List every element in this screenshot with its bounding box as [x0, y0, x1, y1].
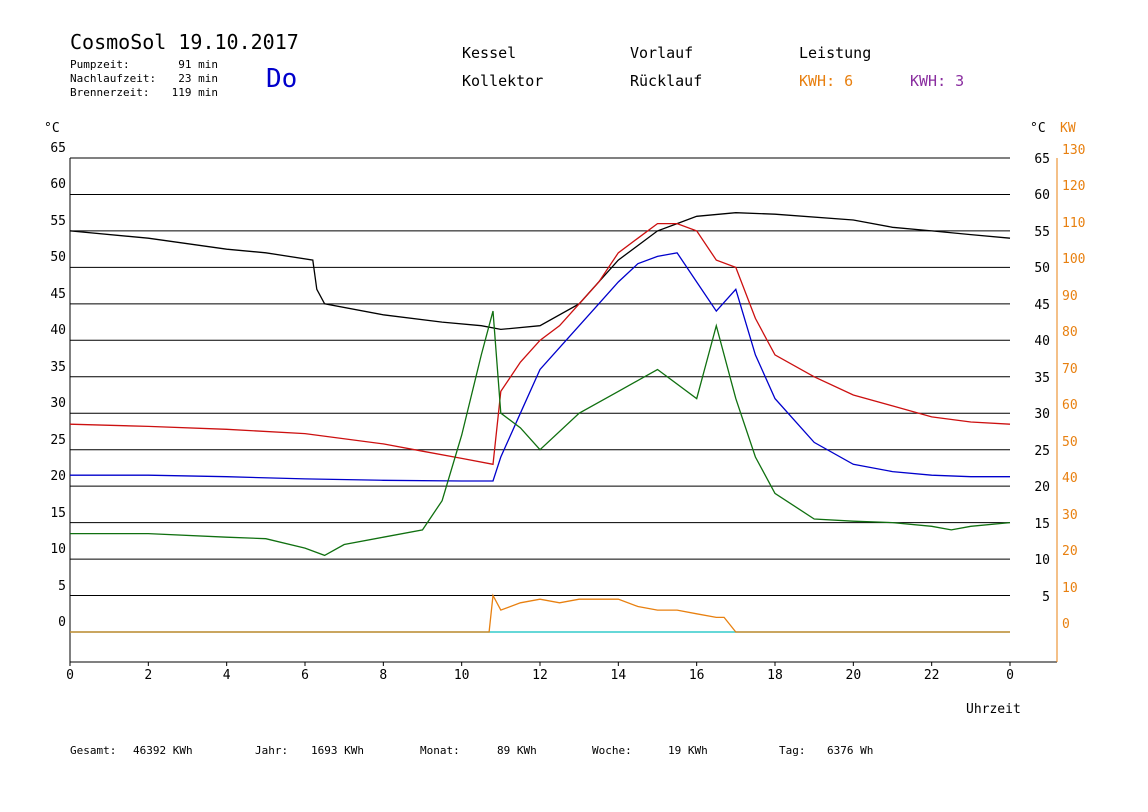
- y-right-tick-40: 40: [1034, 334, 1050, 350]
- y-right-tick-35: 35: [1034, 370, 1050, 386]
- footer-jahr-value: 1693 KWh: [311, 744, 364, 757]
- y-right-tick-60: 60: [1034, 188, 1050, 204]
- y-right-tick-55: 55: [1034, 224, 1050, 240]
- x-tick-8: 16: [688, 668, 705, 683]
- x-tick-2: 4: [222, 668, 231, 683]
- legend-ruecklauf: Rücklauf: [630, 72, 703, 90]
- y2-tick-100: 100: [1062, 252, 1086, 268]
- legend-kwh-orange: KWH: 6: [799, 72, 854, 90]
- y-right-tick-15: 15: [1034, 516, 1050, 532]
- y-right-tick-50: 50: [1034, 261, 1050, 277]
- y-right-tick-5: 5: [1042, 589, 1050, 605]
- series-line-vorlauf: [69, 222, 1011, 466]
- y-kw-unit: KW: [1060, 121, 1076, 136]
- y-left-tick-60: 60: [50, 177, 66, 193]
- nachlaufzeit-label: Nachlaufzeit:: [70, 72, 157, 85]
- y-left-tick-45: 45: [50, 286, 66, 302]
- x-tick-4: 8: [379, 668, 388, 683]
- pumpzeit-value: 91 min: [178, 58, 218, 71]
- footer-woche-label: Woche:: [592, 744, 632, 757]
- y2-tick-80: 80: [1062, 325, 1078, 341]
- series-line-kollektor: [70, 310, 1011, 557]
- y-left-tick-10: 10: [50, 542, 66, 558]
- y-right-unit: °C: [1030, 121, 1046, 136]
- y-right-tick-10: 10: [1034, 553, 1050, 569]
- footer-tag-label: Tag:: [779, 744, 806, 757]
- y-left-tick-25: 25: [50, 432, 66, 448]
- y2-tick-120: 120: [1062, 179, 1086, 195]
- footer-monat-value: 89 KWh: [497, 744, 537, 757]
- footer-woche-value: 19 KWh: [668, 744, 708, 757]
- y-right-tick-25: 25: [1034, 443, 1050, 459]
- series-line-kessel: [69, 212, 1011, 331]
- weekday-label: Do: [266, 64, 298, 94]
- y-right-tick-20: 20: [1034, 480, 1050, 496]
- legend-kollektor: Kollektor: [462, 72, 544, 90]
- y2-tick-0: 0: [1062, 617, 1070, 632]
- y-left-unit: °C: [44, 121, 60, 136]
- y2-tick-130: 130: [1062, 143, 1086, 158]
- footer-monat-label: Monat:: [420, 744, 460, 757]
- y2-tick-70: 70: [1062, 361, 1078, 377]
- y2-tick-110: 110: [1062, 215, 1086, 231]
- y-left-tick-35: 35: [50, 359, 66, 375]
- y-left-tick-0: 0: [58, 615, 66, 630]
- x-tick-10: 20: [845, 668, 862, 683]
- y2-tick-60: 60: [1062, 398, 1078, 414]
- legend-kwh-purple: KWH: 3: [910, 72, 965, 90]
- y2-tick-20: 20: [1062, 544, 1078, 560]
- y-left-tick-5: 5: [58, 578, 66, 594]
- y2-tick-10: 10: [1062, 580, 1078, 596]
- y2-tick-30: 30: [1062, 507, 1078, 523]
- y-left-tick-40: 40: [50, 323, 66, 339]
- y2-tick-40: 40: [1062, 471, 1078, 487]
- x-tick-1: 2: [144, 668, 153, 683]
- footer-jahr-label: Jahr:: [255, 744, 289, 757]
- x-tick-12: 0: [1006, 668, 1014, 683]
- y-left-tick-50: 50: [50, 250, 66, 266]
- x-tick-7: 14: [610, 668, 627, 683]
- y-right-tick-30: 30: [1034, 407, 1050, 423]
- x-tick-9: 18: [767, 668, 783, 683]
- footer-tag-value: 6376 Wh: [827, 744, 874, 757]
- x-tick-5: 10: [453, 668, 470, 683]
- series-line-leistung: [70, 593, 1010, 633]
- y-left-tick-30: 30: [50, 396, 66, 412]
- chart-title: CosmoSol 19.10.2017: [70, 30, 299, 54]
- y-right-tick-45: 45: [1034, 297, 1050, 313]
- y-left-tick-20: 20: [50, 469, 66, 485]
- y-left-tick-15: 15: [50, 505, 66, 521]
- y2-tick-50: 50: [1062, 434, 1078, 450]
- x-tick-6: 12: [532, 668, 548, 683]
- brennerzeit-value: 119 min: [171, 86, 218, 99]
- x-tick-11: 22: [923, 668, 940, 683]
- legend-vorlauf: Vorlauf: [630, 44, 694, 62]
- y-left-tick-55: 55: [50, 213, 66, 229]
- y-right-tick-65: 65: [1034, 152, 1050, 167]
- legend-kessel: Kessel: [462, 44, 517, 62]
- x-axis-label: Uhrzeit: [966, 702, 1021, 717]
- x-tick-0: 0: [66, 668, 74, 683]
- footer-gesamt-label: Gesamt:: [70, 744, 117, 757]
- nachlaufzeit-value: 23 min: [178, 72, 218, 85]
- pumpzeit-label: Pumpzeit:: [70, 58, 130, 71]
- y-left-tick-65: 65: [50, 141, 66, 156]
- x-tick-3: 6: [301, 668, 309, 683]
- brennerzeit-label: Brennerzeit:: [70, 86, 150, 99]
- footer-gesamt-value: 46392 KWh: [133, 744, 193, 757]
- legend-leistung: Leistung: [799, 44, 872, 62]
- series-line-ruecklauf: [70, 252, 1010, 482]
- y2-tick-90: 90: [1062, 288, 1078, 304]
